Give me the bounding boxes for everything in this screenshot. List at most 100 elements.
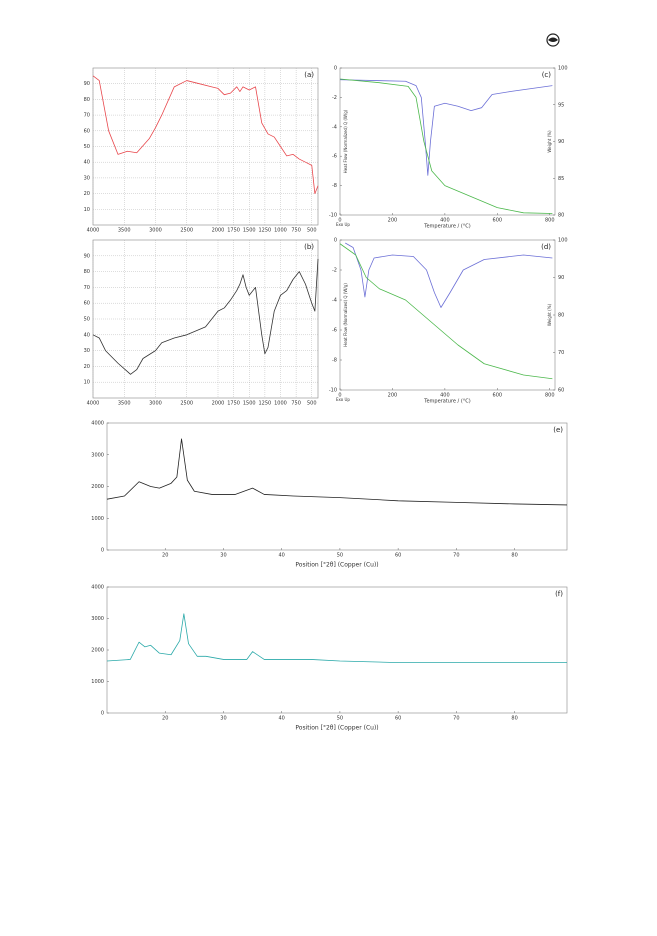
- y-tick-label: 40: [84, 160, 90, 166]
- y2-tick-label: 90: [558, 275, 564, 281]
- y-tick-label: -4: [332, 298, 337, 304]
- x-axis-label: Temperature / (°C): [423, 224, 470, 230]
- chart: 4000 3500 3000 2500 2000 1750 1500 1250 1000 750 5…: [84, 239, 319, 407]
- y-tick-label: 70: [84, 285, 90, 291]
- x-tick-label: 4000: [87, 401, 100, 407]
- x-tick-label: 3000: [149, 228, 162, 234]
- x-tick-label: 400: [440, 218, 450, 224]
- data-line: [106, 438, 568, 506]
- x-tick-label: 40: [278, 716, 284, 722]
- data-line: [339, 79, 553, 176]
- y-tick-label: 4000: [91, 421, 104, 427]
- x-tick-label: 600: [493, 218, 503, 224]
- x-axis-label: Temperature / (°C): [423, 399, 470, 405]
- x-tick-label: 3000: [149, 401, 162, 407]
- chart: 4000 3500 3000 2500 2000 1750 1500 1250 1000 750 5…: [84, 67, 319, 234]
- x-tick-label: 2000: [212, 228, 225, 234]
- y-tick-label: 10: [84, 207, 90, 213]
- y-tick-label: -6: [332, 154, 337, 160]
- y2-tick-label: 85: [558, 176, 564, 182]
- panel-label: (d): [541, 243, 551, 251]
- y2-tick-label: 60: [558, 388, 564, 394]
- y2-tick-label: 100: [558, 238, 568, 244]
- y-tick-label: -8: [332, 183, 337, 189]
- data-line: [345, 242, 553, 308]
- x-tick-label: 400: [440, 393, 450, 399]
- data-line: [339, 78, 553, 214]
- x-tick-label: 800: [545, 393, 555, 399]
- y2-axis-label: Weight (%): [547, 130, 552, 153]
- x-tick-label: 2500: [180, 228, 193, 234]
- journal-icon: [546, 33, 560, 47]
- y-tick-label: 20: [84, 191, 90, 197]
- y-tick-label: 20: [84, 364, 90, 370]
- x-tick-label: 200: [388, 393, 398, 399]
- x-tick-label: 500: [307, 401, 317, 407]
- y-tick-label: 0: [334, 238, 337, 244]
- data-line: [92, 258, 319, 375]
- panel-label: (b): [304, 243, 314, 251]
- y-tick-label: -2: [332, 268, 337, 274]
- y2-tick-label: 70: [558, 350, 564, 356]
- y-tick-label: 60: [84, 128, 90, 134]
- y-tick-label: 80: [84, 97, 90, 103]
- y-tick-label: 80: [84, 269, 90, 275]
- panel-label: (a): [304, 71, 314, 79]
- y2-tick-label: 80: [558, 213, 564, 219]
- panel-label: (f): [555, 590, 563, 598]
- y2-tick-label: 95: [558, 102, 564, 108]
- x-tick-label: 50: [337, 716, 343, 722]
- x-tick-label: 1500: [243, 228, 256, 234]
- y2-tick-label: 90: [558, 139, 564, 145]
- x-tick-label: 80: [511, 553, 517, 559]
- x-tick-label: 1750: [227, 401, 240, 407]
- x-tick-label: 30: [220, 553, 226, 559]
- data-line: [106, 613, 567, 663]
- y-tick-label: -10: [329, 213, 337, 219]
- y-tick-label: -10: [329, 388, 337, 394]
- x-tick-label: 1500: [243, 401, 256, 407]
- y2-tick-label: 100: [558, 66, 568, 72]
- x-tick-label: 4000: [87, 228, 100, 234]
- y-tick-label: 40: [84, 332, 90, 338]
- y-tick-label: 4000: [91, 585, 104, 591]
- x-tick-label: 2500: [180, 401, 193, 407]
- chart: 20 30 40 50 60 70 80 0 1000 2000 3000 4000 (f) Positi…: [91, 585, 568, 732]
- chart: 20 30 40 50 60 70 80 0 1000 2000 3000 4000 (e) Positi…: [91, 421, 568, 569]
- x-tick-label: 30: [220, 716, 226, 722]
- x-tick-label: 3500: [118, 401, 131, 407]
- y2-tick-label: 80: [558, 313, 564, 319]
- y-tick-label: 0: [101, 548, 104, 554]
- exo-note: Exo Up: [336, 397, 350, 402]
- panel-label: (e): [553, 426, 563, 434]
- y-tick-label: -4: [332, 124, 337, 130]
- x-tick-label: 600: [493, 393, 503, 399]
- y-axis-label: Heat Flow (Normalized) Q (W/g): [343, 109, 348, 173]
- y-tick-label: 2000: [91, 484, 104, 490]
- x-tick-label: 500: [307, 228, 317, 234]
- x-tick-label: 0: [338, 218, 341, 224]
- y-tick-label: 3000: [91, 452, 104, 458]
- data-line: [92, 75, 319, 194]
- y-tick-label: 2000: [91, 648, 104, 654]
- y-tick-label: -8: [332, 358, 337, 364]
- y-tick-label: 30: [84, 175, 90, 181]
- x-tick-label: 70: [453, 716, 459, 722]
- x-axis-label: Position [°2θ] (Copper (Cu)): [295, 562, 378, 569]
- y-tick-label: 3000: [91, 616, 104, 622]
- x-tick-label: 750: [291, 228, 301, 234]
- x-tick-label: 50: [337, 553, 343, 559]
- y-tick-label: 50: [84, 144, 90, 150]
- x-tick-label: 1250: [259, 228, 272, 234]
- x-tick-label: 20: [162, 553, 168, 559]
- y-axis-label: Heat Flow (Normalized) Q (W/g): [343, 283, 348, 347]
- x-tick-label: 2000: [212, 401, 225, 407]
- y-tick-label: 30: [84, 348, 90, 354]
- x-tick-label: 60: [395, 553, 401, 559]
- y-tick-label: 0: [334, 66, 337, 72]
- panel-label: (c): [542, 71, 552, 79]
- x-tick-label: 70: [453, 553, 459, 559]
- x-tick-label: 1000: [274, 401, 287, 407]
- x-tick-label: 1000: [274, 228, 287, 234]
